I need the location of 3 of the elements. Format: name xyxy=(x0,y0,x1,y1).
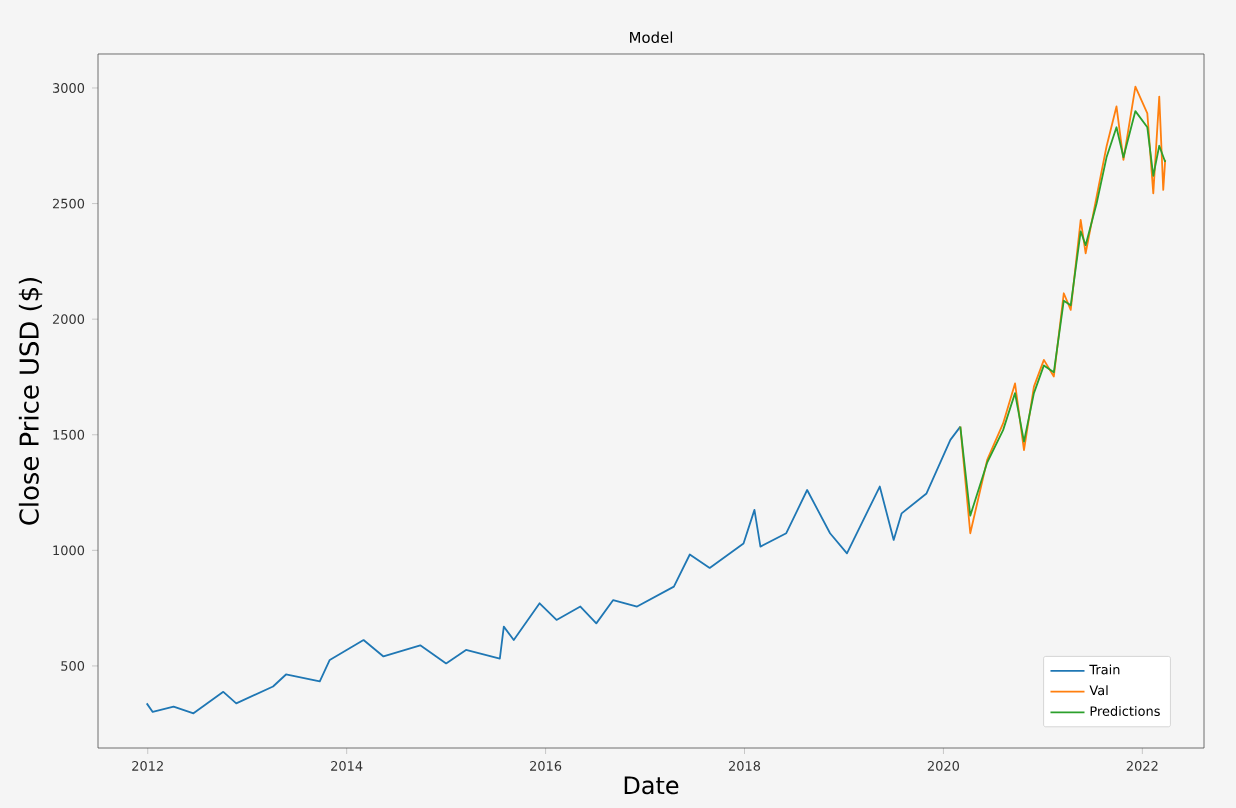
line-series xyxy=(145,425,962,715)
y-axis-title: Close Price USD ($) xyxy=(18,277,43,525)
x-axis-title: Date xyxy=(624,776,679,795)
